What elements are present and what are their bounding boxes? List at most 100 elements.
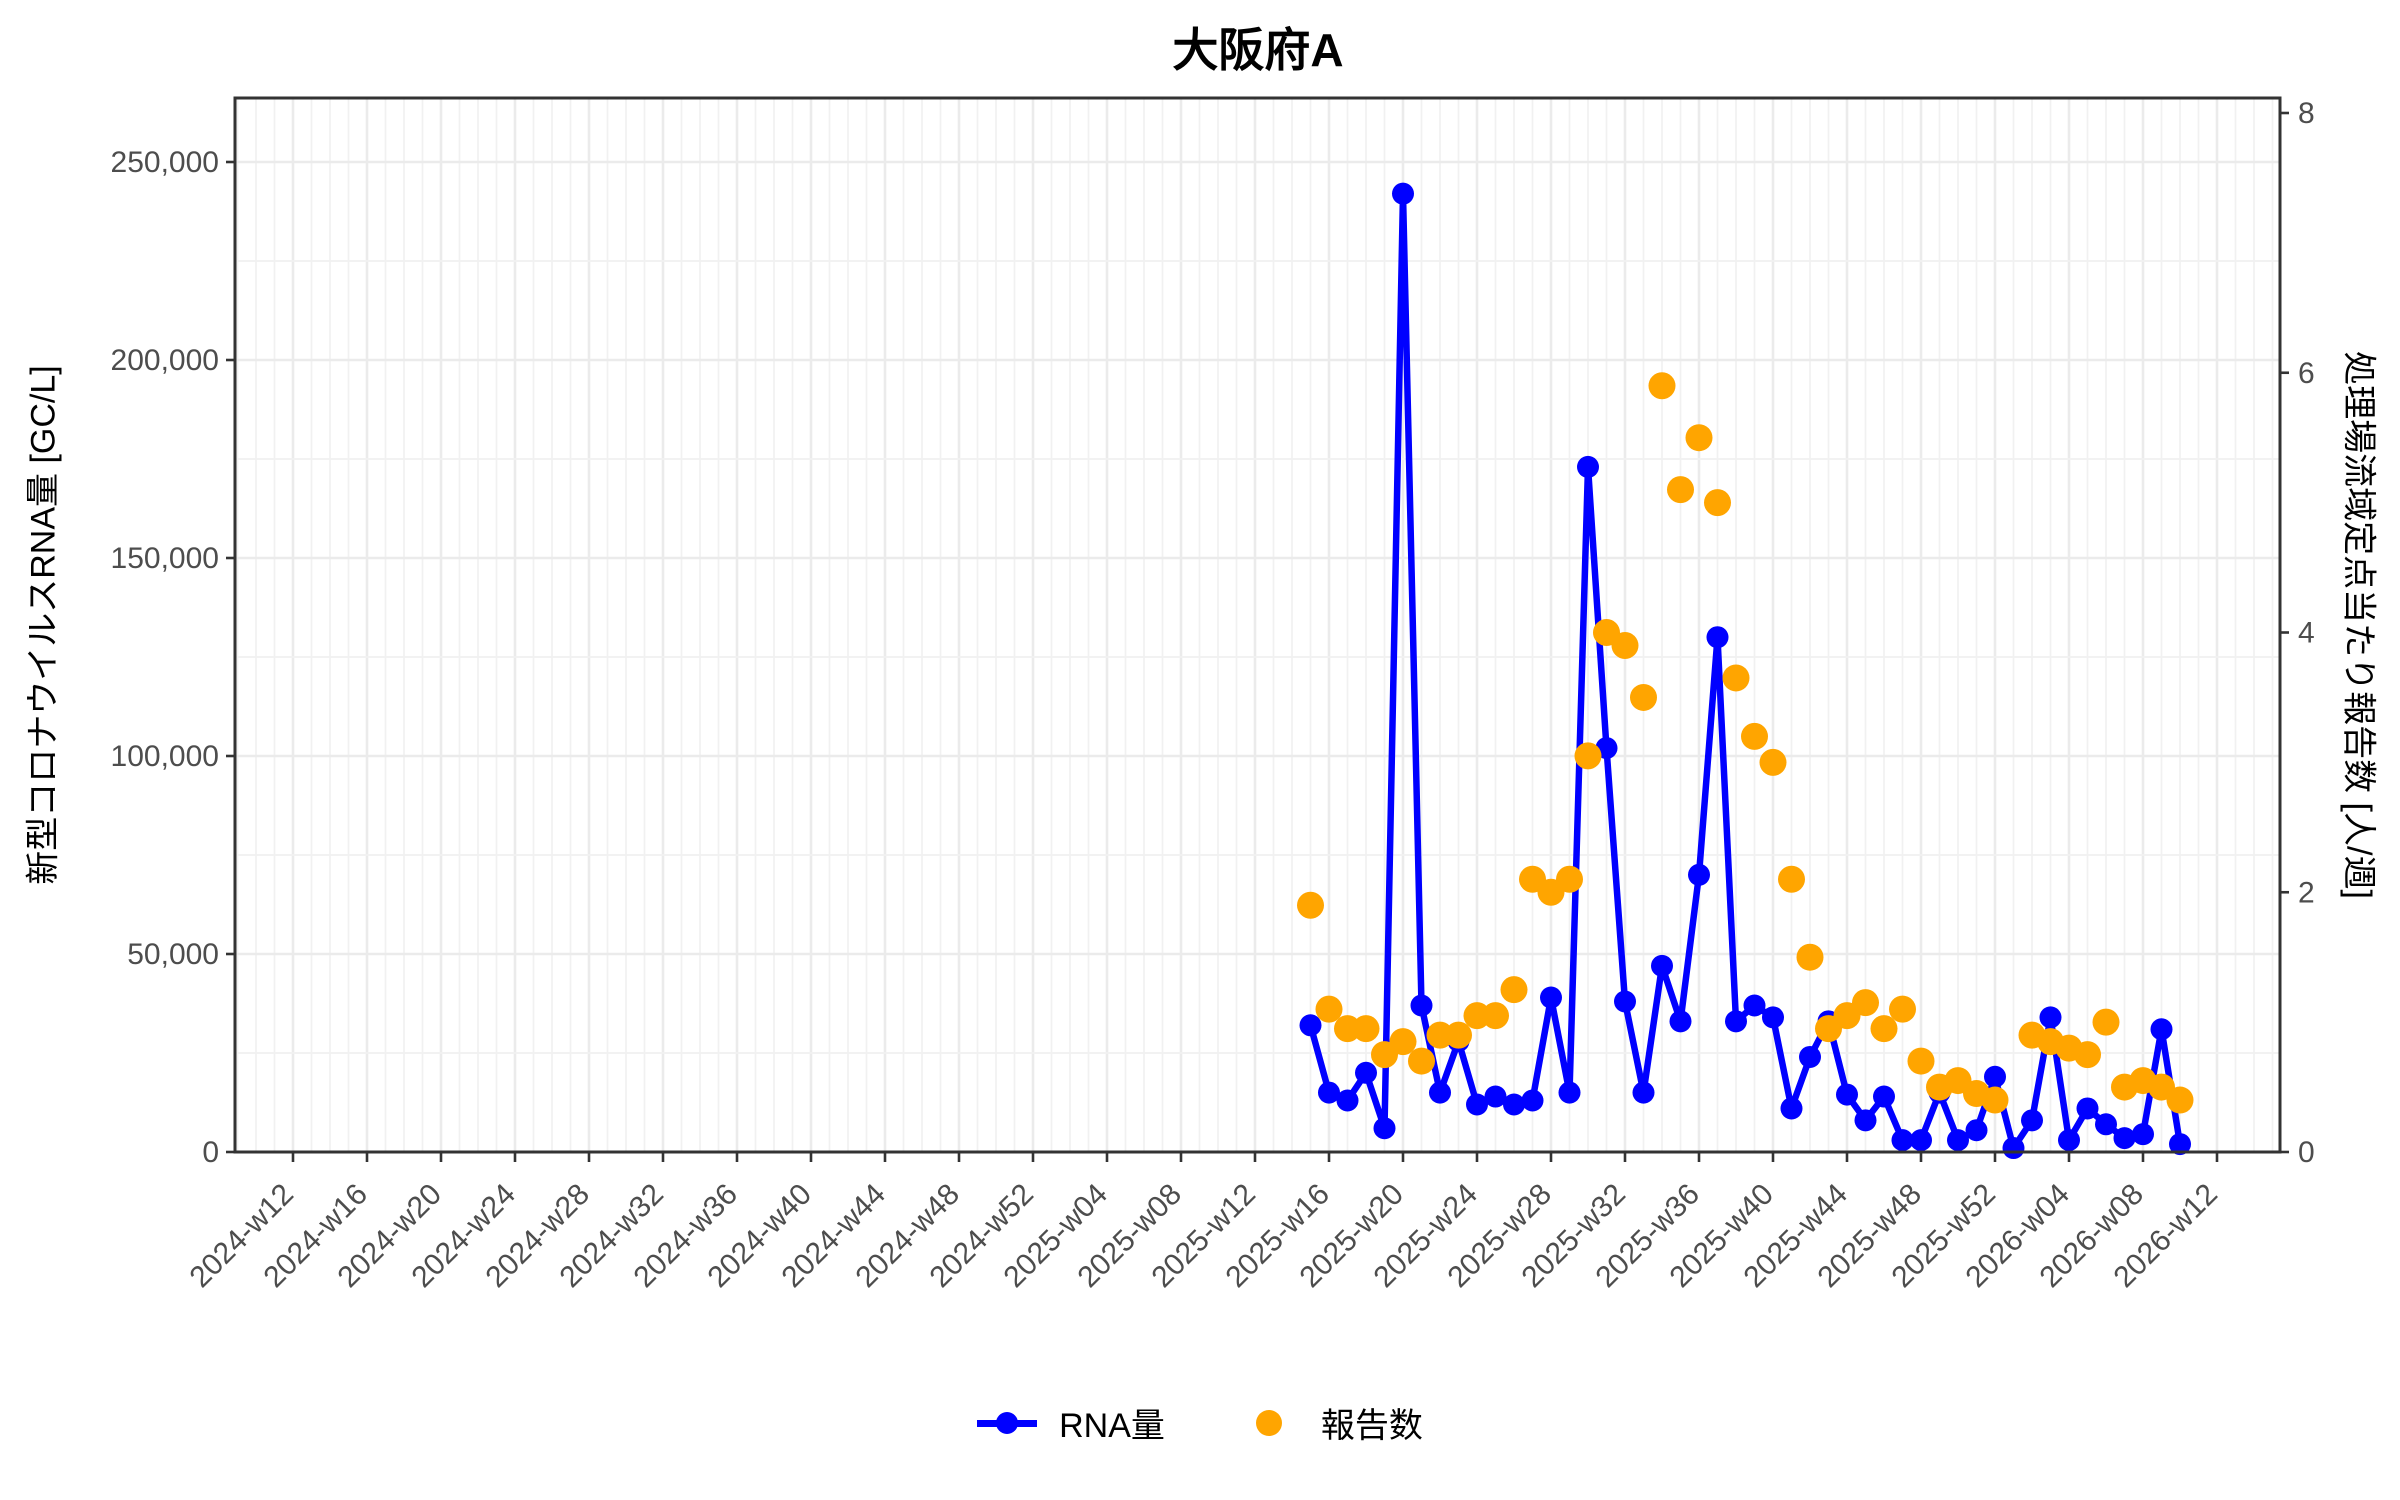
- rna-point: [1799, 1045, 1821, 1068]
- report-point: [1630, 683, 1657, 711]
- rna-point: [1577, 455, 1599, 478]
- y-axis-tick-label-left: 200,000: [111, 344, 219, 377]
- report-point: [1852, 989, 1879, 1017]
- rna-point: [2095, 1113, 2117, 1136]
- y-axis-tick-label-left: 50,000: [127, 938, 219, 971]
- report-point: [1482, 1002, 1509, 1030]
- rna-point: [1910, 1129, 1932, 1152]
- y-axis-tick-label-right: 2: [2298, 876, 2315, 909]
- report-point: [1870, 1015, 1898, 1043]
- report-point: [1315, 995, 1343, 1023]
- report-point: [1907, 1047, 1935, 1075]
- report-point: [2074, 1041, 2101, 1069]
- report-point: [1722, 664, 1750, 692]
- rna-point: [1521, 1089, 1544, 1112]
- report-point: [1500, 976, 1528, 1004]
- y-axis-tick-label-right: 4: [2298, 617, 2315, 650]
- panel-border: [233, 96, 2282, 1154]
- rna-point: [2150, 1018, 2173, 1041]
- rna-point: [1484, 1085, 1507, 1108]
- rna-point: [1632, 1081, 1655, 1104]
- y-axis-tick-label-left: 100,000: [111, 740, 219, 773]
- y-axis-tick-label-right: 6: [2298, 357, 2315, 390]
- y-axis-title-left: 新型コロナウイルスRNA量 [GC/L]: [24, 365, 63, 885]
- rna-legend-key: [977, 1406, 1038, 1440]
- report-point: [1741, 722, 1768, 750]
- chart-title: 大阪府A: [1172, 24, 1344, 76]
- rna-point: [2021, 1109, 2043, 1132]
- rna-point: [2132, 1123, 2154, 1146]
- rna-point: [1392, 182, 1414, 205]
- report-point: [1667, 476, 1694, 504]
- report-point: [1445, 1021, 1472, 1049]
- report-dot-icon: [1255, 1409, 1282, 1436]
- legend-label-report: 報告数: [1320, 1407, 1423, 1445]
- report-point: [1778, 865, 1805, 893]
- legend-label-rna: RNA量: [1059, 1407, 1165, 1445]
- rna-point: [1558, 1081, 1581, 1104]
- y-axis-tick-label-right: 8: [2298, 97, 2315, 130]
- rna-point: [1651, 954, 1673, 977]
- legend-item-report: 報告数: [1239, 1398, 1423, 1447]
- rna-point: [1429, 1081, 1451, 1104]
- rna-point: [1299, 1014, 1322, 1037]
- y-axis-tick-label-left: 250,000: [111, 146, 219, 179]
- report-point: [1408, 1047, 1435, 1075]
- report-point: [1648, 372, 1676, 400]
- gridlines: [235, 98, 2280, 1154]
- report-legend-key: [1239, 1406, 1299, 1440]
- rna-point: [1947, 1129, 1969, 1152]
- report-point: [1352, 1015, 1380, 1043]
- report-point: [2092, 1008, 2120, 1036]
- rna-point: [1669, 1010, 1692, 1033]
- report-point: [1796, 943, 1824, 971]
- rna-point: [1373, 1117, 1396, 1140]
- rna-point: [1614, 990, 1636, 1013]
- rna-point: [1355, 1061, 1377, 1084]
- rna-dot-icon: [996, 1411, 1019, 1434]
- report-point: [1556, 865, 1583, 893]
- rna-point: [1836, 1083, 1858, 1106]
- rna-point: [1725, 1010, 1747, 1033]
- y-axis-tick-label-left: 0: [202, 1136, 219, 1169]
- report-point: [1334, 1015, 1361, 1043]
- rna-point: [1540, 986, 1562, 1009]
- rna-point: [1984, 1065, 2006, 1088]
- rna-point: [1466, 1093, 1488, 1116]
- report-point: [1685, 424, 1713, 452]
- report-point: [1297, 891, 1324, 919]
- rna-point: [1318, 1081, 1340, 1104]
- rna-point: [2058, 1129, 2080, 1152]
- data-series: [1297, 182, 2194, 1160]
- legend: RNA量 報告数: [0, 1398, 2400, 1447]
- legend-item-rna: RNA量: [977, 1398, 1165, 1447]
- rna-point: [1891, 1129, 1914, 1152]
- rna-point: [2113, 1127, 2136, 1150]
- report-point: [1889, 995, 1916, 1023]
- y-axis-tick-label-left: 150,000: [111, 542, 219, 575]
- rna-point: [1706, 626, 1729, 649]
- report-point: [1389, 1028, 1417, 1056]
- rna-point: [1503, 1093, 1525, 1116]
- report-point: [1611, 631, 1639, 659]
- rna-point: [1965, 1119, 1988, 1142]
- rna-point: [1410, 994, 1433, 1017]
- report-point: [1759, 748, 1787, 776]
- rna-point: [1873, 1085, 1895, 1108]
- rna-point: [1743, 994, 1766, 1017]
- rna-point: [2169, 1133, 2191, 1156]
- rna-point: [1762, 1006, 1784, 1029]
- report-point: [2166, 1086, 2194, 1114]
- report-point: [1704, 489, 1731, 517]
- report-point: [1463, 1002, 1491, 1030]
- rna-point: [2076, 1097, 2099, 1120]
- rna-point: [1854, 1109, 1877, 1132]
- rna-point: [1336, 1089, 1359, 1112]
- report-point: [1981, 1086, 2009, 1114]
- rna-point: [2039, 1006, 2062, 1029]
- report-point: [1574, 742, 1602, 770]
- report-point: [1426, 1021, 1454, 1049]
- y-axis-tick-label-right: 0: [2298, 1136, 2315, 1169]
